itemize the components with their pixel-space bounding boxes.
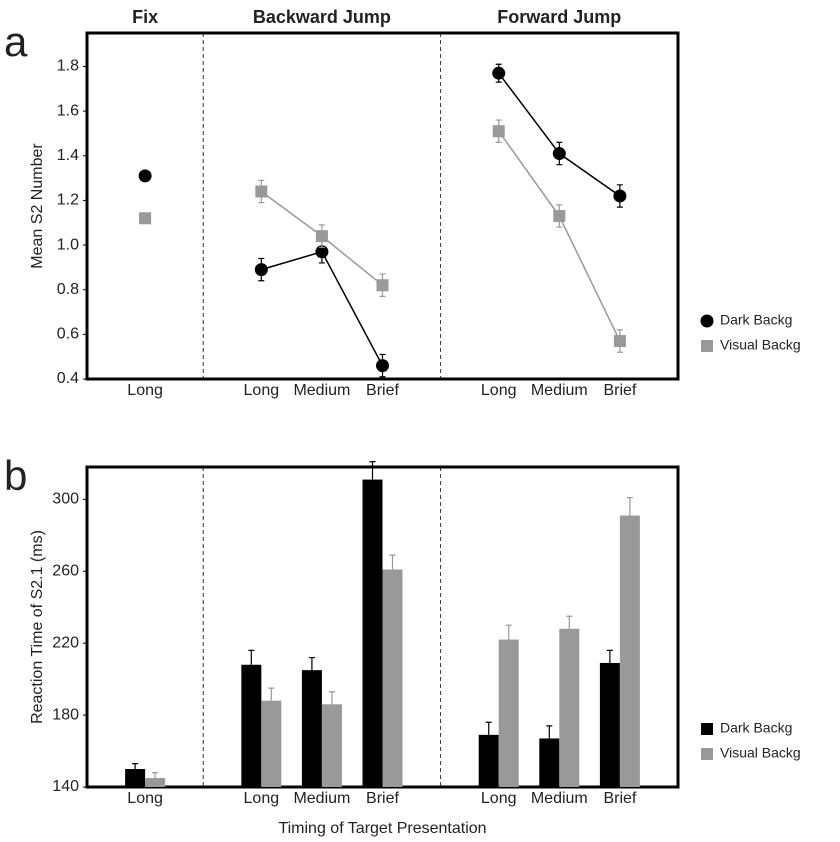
x-tick-label: Long	[481, 790, 517, 807]
error-bar	[152, 772, 159, 779]
y-tick-label: 300	[52, 491, 79, 508]
panel-label: b	[4, 452, 27, 499]
x-tick-label: Medium	[531, 790, 588, 807]
point	[315, 230, 328, 243]
point	[492, 125, 505, 138]
y-tick-label: 1.8	[57, 58, 79, 75]
x-tick-label: Long	[127, 790, 163, 807]
series-line	[261, 250, 384, 366]
x-tick-label: Medium	[293, 790, 350, 807]
error-bar	[389, 554, 396, 570]
legend-label: Dark Backg	[720, 312, 792, 328]
error-bar	[546, 725, 553, 739]
y-axis-label: Mean S2 Number	[29, 143, 46, 269]
bar	[321, 704, 342, 787]
error-bar	[308, 656, 315, 671]
point	[139, 212, 152, 225]
bar	[478, 734, 499, 787]
error-bar	[369, 461, 376, 480]
bar	[539, 738, 560, 787]
group-title: Backward Jump	[253, 7, 391, 27]
x-tick-label: Brief	[366, 382, 399, 399]
plot-frame	[85, 31, 680, 381]
legend-label: Dark Backg	[720, 720, 792, 736]
group-title: Fix	[132, 7, 158, 27]
x-tick-label: Brief	[603, 382, 636, 399]
point	[613, 335, 626, 348]
y-tick-label: 1.4	[57, 147, 79, 164]
y-tick-label: 180	[52, 706, 79, 723]
point	[492, 66, 506, 80]
bar	[498, 639, 519, 787]
y-tick-label: 0.8	[57, 281, 79, 298]
y-axis-label: Reaction Time of S2.1 (ms)	[29, 530, 46, 724]
legend-label: Visual Backg	[720, 337, 801, 353]
series-line	[498, 72, 621, 197]
bar	[145, 778, 166, 787]
point	[255, 185, 268, 198]
legend-label: Visual Backg	[720, 745, 801, 761]
point	[376, 359, 389, 373]
error-bar	[566, 615, 573, 629]
x-tick-label: Brief	[366, 790, 399, 807]
y-tick-label: 1.0	[57, 236, 79, 253]
error-bar	[132, 763, 139, 770]
bar	[261, 700, 282, 787]
y-tick-label: 1.6	[57, 102, 79, 119]
error-bar	[505, 624, 512, 640]
bar	[619, 515, 640, 787]
y-tick-label: 1.2	[57, 192, 79, 209]
y-tick-label: 140	[52, 778, 79, 795]
point	[315, 245, 329, 259]
error-bar	[485, 721, 492, 735]
bar	[382, 569, 403, 787]
bar	[559, 628, 580, 787]
y-tick-label: 0.6	[57, 326, 79, 343]
point	[552, 147, 566, 161]
point	[376, 279, 389, 292]
x-tick-label: Long	[481, 382, 517, 399]
bar	[241, 664, 262, 787]
panel-label: a	[4, 18, 28, 65]
error-bar	[328, 691, 335, 705]
legend-marker	[701, 748, 713, 760]
error-bar	[606, 649, 613, 663]
y-tick-label: 260	[52, 562, 79, 579]
point	[254, 263, 268, 277]
point	[553, 210, 566, 223]
x-tick-label: Long	[244, 382, 280, 399]
bar	[362, 479, 383, 787]
y-tick-label: 0.4	[57, 370, 79, 387]
x-tick-label: Long	[127, 382, 163, 399]
bar	[301, 670, 322, 787]
point	[613, 189, 627, 203]
legend-marker	[701, 340, 713, 352]
bar	[125, 769, 146, 787]
x-tick-label: Brief	[603, 790, 636, 807]
bar	[599, 662, 620, 787]
x-tick-label: Long	[244, 790, 280, 807]
error-bar	[268, 687, 275, 701]
point	[138, 169, 152, 183]
error-bar	[626, 496, 633, 516]
y-tick-label: 220	[52, 634, 79, 651]
x-tick-label: Medium	[531, 382, 588, 399]
x-tick-label: Medium	[293, 382, 350, 399]
x-axis-label: Timing of Target Presentation	[278, 820, 486, 837]
group-title: Forward Jump	[497, 7, 621, 27]
error-bar	[248, 649, 255, 665]
legend-marker	[700, 314, 714, 328]
legend-marker	[701, 723, 713, 735]
